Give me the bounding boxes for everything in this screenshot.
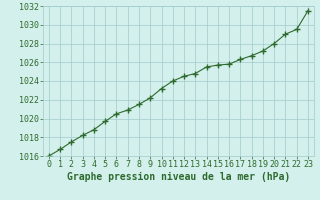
X-axis label: Graphe pression niveau de la mer (hPa): Graphe pression niveau de la mer (hPa) — [67, 172, 290, 182]
